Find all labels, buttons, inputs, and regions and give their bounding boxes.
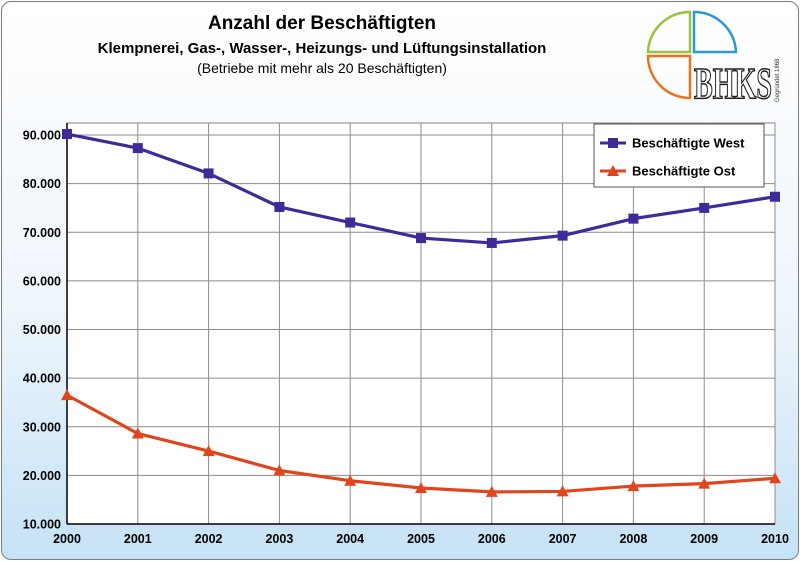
x-tick-label: 2007 xyxy=(549,532,577,546)
bhks-logo: BHKS Gegründet 1868 xyxy=(646,10,781,106)
data-point-west xyxy=(628,213,639,224)
legend-label: Beschäftigte West xyxy=(632,136,745,151)
data-point-west xyxy=(345,217,356,228)
y-tick-label: 80.000 xyxy=(23,177,61,191)
data-point-ost xyxy=(556,485,569,497)
y-tick-label: 40.000 xyxy=(23,372,61,386)
x-tick-label: 2001 xyxy=(124,532,152,546)
x-tick-label: 2003 xyxy=(265,532,293,546)
grid-lines xyxy=(66,123,776,525)
x-tick-label: 2006 xyxy=(478,532,506,546)
y-tick-label: 60.000 xyxy=(23,274,61,288)
legend-marker xyxy=(607,165,619,176)
data-point-west xyxy=(203,168,214,179)
data-point-ost xyxy=(627,480,640,492)
data-point-ost xyxy=(769,472,781,484)
chart-title: Anzahl der Beschäftigten xyxy=(207,13,437,34)
y-tick-label: 20.000 xyxy=(23,469,61,483)
data-point-west xyxy=(416,233,426,244)
y-tick-label: 70.000 xyxy=(23,226,61,240)
data-point-ost xyxy=(344,474,357,486)
data-point-ost xyxy=(698,477,711,489)
data-point-ost xyxy=(131,427,144,439)
logo-founded-text: Gegründet 1868 xyxy=(775,58,781,102)
series-layer xyxy=(61,129,781,497)
chart-subtitle: Klempnerei, Gas-, Wasser-, Heizungs- und… xyxy=(97,40,547,57)
legend: Beschäftigte West Beschäftigte Ost xyxy=(593,123,765,188)
data-point-west xyxy=(770,191,780,202)
x-tick-label: 2002 xyxy=(195,532,223,546)
title-block: Anzahl der Beschäftigten Klempnerei, Gas… xyxy=(2,12,642,77)
y-tick-label: 10.000 xyxy=(23,518,61,532)
y-tick-label: 90.000 xyxy=(23,129,61,143)
data-point-west xyxy=(274,201,285,212)
x-tick-label: 2004 xyxy=(336,532,364,546)
data-point-ost xyxy=(415,482,427,494)
data-point-ost xyxy=(61,389,73,401)
legend-box xyxy=(593,123,765,188)
y-tick-label: 30.000 xyxy=(23,420,61,434)
x-tick-label: 2005 xyxy=(407,532,435,546)
chart-subtitle-note: (Betriebe mit mehr als 20 Beschäftigten) xyxy=(197,60,447,76)
data-point-ost xyxy=(485,485,498,497)
axes: 10.000 20.000 30.000 40.000 50.000 60.000 70.0… xyxy=(23,123,789,546)
data-point-ost xyxy=(273,464,286,476)
y-tick-label: 50.000 xyxy=(23,323,61,337)
logo-arc-green xyxy=(646,10,692,54)
logo-arc-orange xyxy=(646,54,692,100)
legend-label: Beschäftigte Ost xyxy=(632,164,736,179)
data-point-west xyxy=(699,202,710,213)
x-tick-label: 2009 xyxy=(690,532,718,546)
data-point-west xyxy=(62,129,72,140)
data-point-west xyxy=(557,230,568,241)
x-tick-label: 2000 xyxy=(53,532,81,546)
data-point-west xyxy=(486,237,497,248)
data-point-ost xyxy=(202,445,215,457)
logo-wordmark: BHKS xyxy=(694,59,772,106)
x-tick-label: 2008 xyxy=(619,532,647,546)
x-tick-label: 2010 xyxy=(761,532,789,546)
data-point-west xyxy=(132,143,143,154)
logo-arc-blue xyxy=(692,10,738,54)
legend-marker xyxy=(608,138,618,148)
